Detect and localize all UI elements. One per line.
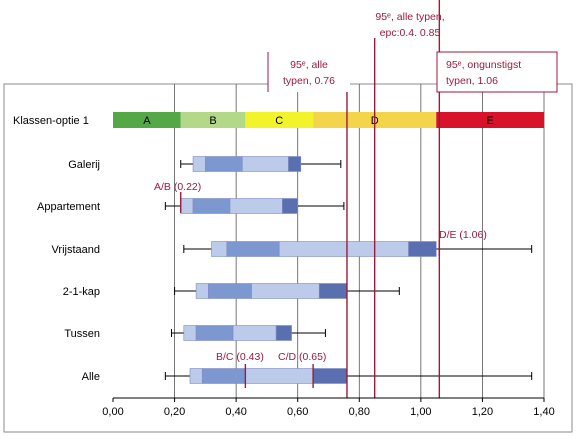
box-p10-p25-tussen [183, 325, 197, 341]
box-median-p75-tussen [232, 325, 277, 341]
box-p10-p25-alle [189, 368, 203, 384]
reference-label-2-line-1: 95ᵉ, alle typen, [375, 11, 444, 23]
x-tick-label-5: 1,00 [410, 406, 431, 418]
box-p10-p25-vrijstaand [211, 241, 228, 257]
box-median-p75-alle [245, 368, 314, 384]
x-tick-label-1: 0,20 [164, 406, 185, 418]
box-p25-median-appartement [192, 198, 231, 214]
category-label-2-1-kap: 2-1-kap [63, 286, 100, 298]
category-label-appartement: Appartement [37, 201, 100, 213]
box-p10-p25-appartement [180, 198, 194, 214]
box-p75-p90-appartement [282, 198, 299, 214]
category-label-vrijstaand: Vrijstaand [51, 244, 100, 256]
class-label-e: E [486, 115, 493, 127]
box-p10-p25-galerij [192, 156, 206, 172]
reference-label-box-3 [436, 51, 558, 93]
reference-label-2-line-2: epc:0.4. 0.85 [380, 27, 441, 39]
class-row-label: Klassen-optie 1 [13, 115, 89, 127]
box-p25-median-vrijstaand [226, 241, 280, 257]
box-p25-median-tussen [195, 325, 234, 341]
x-tick-label-6: 1,20 [472, 406, 493, 418]
box-p75-p90-tussen [275, 325, 292, 341]
box-p75-p90-2-1-kap [318, 283, 348, 299]
class-band-a [113, 112, 181, 128]
boundary-annotation-1: A/B (0.22) [154, 181, 201, 193]
category-label-galerij: Galerij [68, 159, 100, 171]
class-band-c [245, 112, 314, 128]
box-p75-p90-galerij [288, 156, 302, 172]
reference-label-1-line-2: typen, 0.76 [283, 75, 335, 87]
box-median-p75-vrijstaand [278, 241, 409, 257]
boundary-annotation-2: D/E (1.06) [439, 229, 487, 241]
reference-label-1-line-1: 95ᵉ, alle [290, 59, 328, 71]
box-p75-p90-alle [312, 368, 348, 384]
box-p10-p25-2-1-kap [195, 283, 209, 299]
x-tick-label-2: 0,40 [225, 406, 246, 418]
reference-label-3-line-1: 95ᵉ, ongunstigst [446, 59, 521, 71]
x-tick-label-0: 0,00 [102, 406, 123, 418]
reference-label-3-line-2: typen, 1.06 [446, 75, 498, 87]
class-label-a: A [143, 115, 151, 127]
boundary-annotation-4: C/D (0.65) [278, 351, 326, 363]
class-band-b [180, 112, 246, 128]
class-band-e [436, 112, 544, 128]
box-p25-median-2-1-kap [208, 283, 252, 299]
box-median-p75-2-1-kap [251, 283, 320, 299]
box-p25-median-galerij [205, 156, 243, 172]
x-tick-label-3: 0,60 [287, 406, 308, 418]
boundary-annotation-3: B/C (0.43) [216, 351, 264, 363]
category-label-tussen: Tussen [64, 328, 100, 340]
class-label-c: C [275, 115, 283, 127]
class-label-b: B [209, 115, 216, 127]
x-tick-label-4: 0,80 [349, 406, 370, 418]
box-median-p75-galerij [242, 156, 289, 172]
reference-label-box-1 [268, 52, 350, 92]
x-tick-label-7: 1,40 [533, 406, 554, 418]
box-median-p75-appartement [229, 198, 283, 214]
box-p25-median-alle [201, 368, 246, 384]
box-p75-p90-vrijstaand [408, 241, 437, 257]
category-label-alle: Alle [82, 371, 100, 383]
